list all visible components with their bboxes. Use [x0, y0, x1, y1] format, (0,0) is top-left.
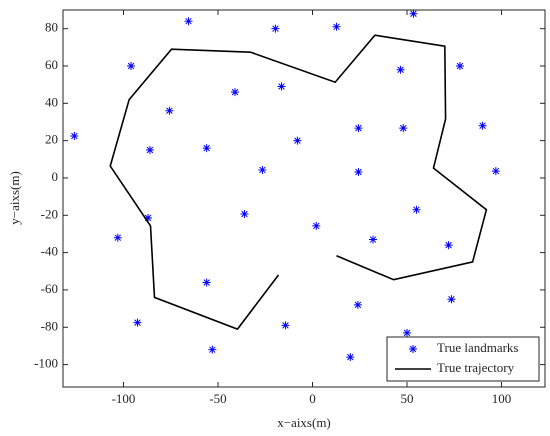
- landmark-marker: [145, 145, 154, 154]
- y-tick-label: -60: [41, 281, 58, 296]
- landmark-marker: [70, 131, 79, 140]
- y-axis-label: y−aixs(m): [7, 171, 22, 225]
- landmark-marker: [455, 61, 464, 70]
- y-tick-label: 40: [45, 94, 58, 109]
- x-tick-label: 0: [309, 391, 316, 406]
- landmark-marker: [399, 124, 408, 133]
- x-tick-label: 50: [401, 391, 414, 406]
- landmark-marker: [293, 136, 302, 145]
- landmark-marker: [113, 233, 122, 242]
- plot-frame: [62, 9, 546, 388]
- landmark-marker: [368, 235, 377, 244]
- y-tick-label: -40: [41, 244, 58, 259]
- landmark-marker: [277, 82, 286, 91]
- x-tick-label: -50: [209, 391, 226, 406]
- x-axis-label: x−aixs(m): [277, 415, 331, 430]
- legend-box: [386, 336, 540, 382]
- legend-marker: [409, 345, 417, 353]
- landmark-marker: [478, 121, 487, 130]
- landmark-marker: [444, 241, 453, 250]
- landmark-marker: [184, 17, 193, 26]
- landmark-marker: [346, 353, 355, 362]
- landmark-marker: [409, 9, 418, 18]
- landmark-marker: [312, 221, 321, 230]
- landmark-marker: [412, 205, 421, 214]
- y-tick-label: -80: [41, 318, 58, 333]
- y-tick-label: 0: [52, 169, 59, 184]
- x-tick-label: 100: [492, 391, 512, 406]
- landmark-marker: [354, 167, 363, 176]
- landmark-marker: [332, 22, 341, 31]
- landmark-marker: [208, 345, 217, 354]
- landmark-marker: [127, 61, 136, 70]
- landmark-marker: [353, 300, 362, 309]
- landmark-marker: [133, 318, 142, 327]
- landmark-marker: [396, 65, 405, 74]
- legend-label: True trajectory: [437, 360, 515, 375]
- y-tick-label: -100: [34, 356, 58, 371]
- landmark-marker: [354, 124, 363, 133]
- landmark-marker: [165, 106, 174, 115]
- y-tick-label: 20: [45, 132, 58, 147]
- landmark-marker: [491, 167, 500, 176]
- landmark-marker: [231, 88, 240, 97]
- y-tick-label: -20: [41, 206, 58, 221]
- landmark-marker: [202, 278, 211, 287]
- trajectory-line: [109, 34, 488, 331]
- landmark-marker: [258, 165, 267, 174]
- landmark-marker: [144, 213, 153, 222]
- y-tick-label: 60: [45, 57, 58, 72]
- legend-label: True landmarks: [437, 340, 519, 355]
- landmark-marker: [447, 295, 456, 304]
- landmark-marker: [240, 209, 249, 218]
- x-tick-label: -100: [112, 391, 136, 406]
- landmark-marker: [281, 321, 290, 330]
- landmark-marker: [202, 144, 211, 153]
- landmark-marker: [403, 328, 412, 337]
- y-tick-label: 80: [45, 20, 58, 35]
- landmark-marker: [271, 24, 280, 33]
